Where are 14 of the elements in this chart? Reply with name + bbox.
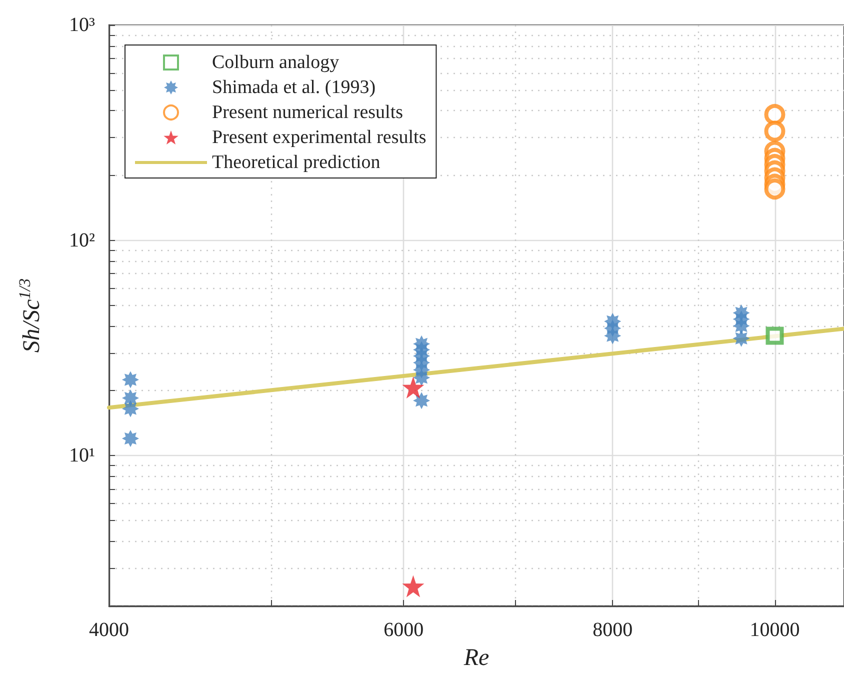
x-tick-label: 6000 (384, 619, 424, 641)
y-tick-label: 10² (69, 229, 95, 252)
y-tick-label: 10³ (69, 14, 95, 36)
x-tick-label: 4000 (89, 619, 129, 641)
x-axis-title: Re (462, 645, 490, 671)
x-tick-label: 8000 (592, 619, 633, 641)
legend-label: Shimada et al. (1993) (212, 77, 376, 98)
legend-label: Present experimental results (212, 127, 426, 148)
legend-label: Colburn analogy (212, 52, 340, 73)
legend-label: Present numerical results (212, 102, 404, 123)
y-tick-label: 10¹ (69, 444, 95, 467)
y-axis-title: Sh/Sc1/3 (15, 278, 45, 353)
x-tick-label: 10000 (750, 619, 800, 641)
legend-label: Theoretical prediction (212, 152, 381, 173)
